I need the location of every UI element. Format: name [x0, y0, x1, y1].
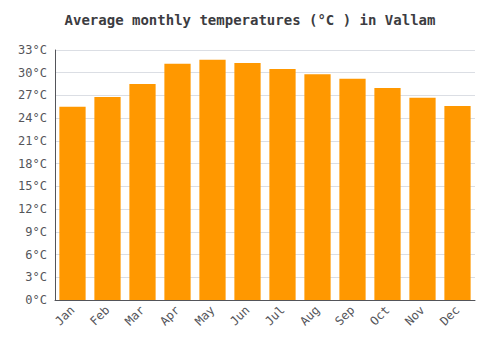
svg-text:Oct: Oct [367, 303, 392, 328]
svg-text:Feb: Feb [87, 303, 112, 328]
svg-text:21°C: 21°C [18, 134, 47, 148]
svg-text:Nov: Nov [402, 303, 427, 328]
svg-text:30°C: 30°C [18, 66, 47, 80]
svg-text:27°C: 27°C [18, 88, 47, 102]
svg-text:May: May [192, 303, 217, 328]
svg-text:Average monthly temperatures (: Average monthly temperatures (°C ) in Va… [65, 12, 436, 28]
svg-text:24°C: 24°C [18, 111, 47, 125]
svg-text:Jul: Jul [262, 303, 287, 328]
svg-text:6°C: 6°C [25, 248, 47, 262]
svg-text:Jun: Jun [227, 303, 252, 328]
svg-text:Apr: Apr [157, 303, 182, 328]
svg-text:3°C: 3°C [25, 270, 47, 284]
svg-text:Aug: Aug [297, 303, 322, 328]
svg-text:33°C: 33°C [18, 43, 47, 57]
svg-text:Dec: Dec [437, 303, 462, 328]
svg-text:Jan: Jan [52, 303, 77, 328]
svg-text:15°C: 15°C [18, 179, 47, 193]
svg-text:12°C: 12°C [18, 202, 47, 216]
svg-text:0°C: 0°C [25, 293, 47, 307]
svg-text:Sep: Sep [332, 303, 357, 328]
svg-text:9°C: 9°C [25, 225, 47, 239]
svg-text:18°C: 18°C [18, 157, 47, 171]
svg-text:Mar: Mar [122, 303, 147, 328]
